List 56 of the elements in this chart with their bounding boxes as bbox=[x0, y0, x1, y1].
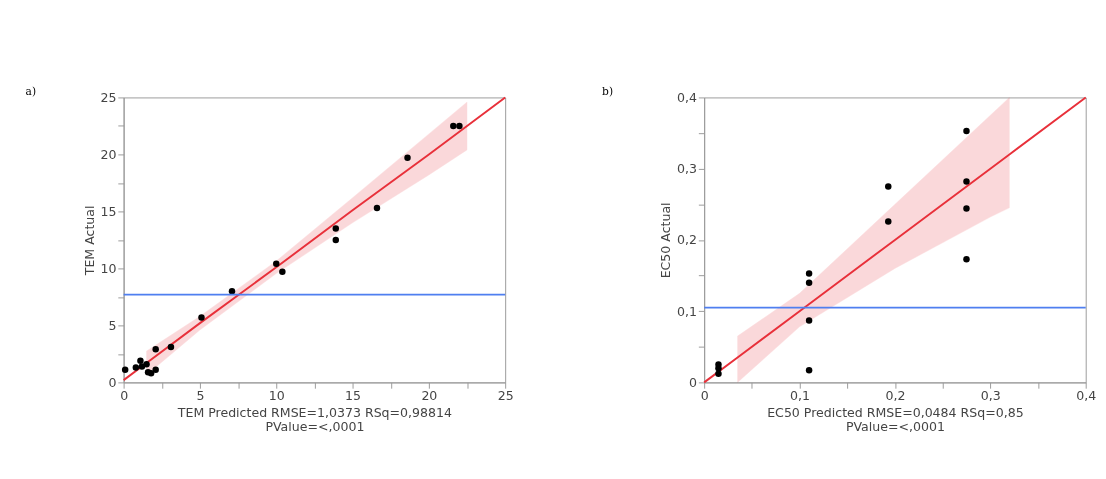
x-tick-label: 0,3 bbox=[980, 388, 1001, 404]
y-tick-label: 0 bbox=[688, 374, 697, 390]
point bbox=[143, 360, 150, 368]
point bbox=[132, 364, 140, 371]
x-tick-label: 20 bbox=[421, 388, 438, 404]
point bbox=[152, 366, 159, 374]
point bbox=[963, 127, 970, 135]
point bbox=[885, 218, 892, 225]
point bbox=[885, 183, 892, 190]
y-tick-label: 0 bbox=[108, 374, 117, 390]
point bbox=[805, 279, 813, 286]
y-axis-title: TEM Actual bbox=[81, 205, 97, 277]
point bbox=[273, 260, 280, 268]
x-tick-label: 0 bbox=[700, 388, 709, 404]
point bbox=[450, 122, 457, 130]
point bbox=[805, 367, 813, 374]
y-axis-title: EC50 Actual bbox=[658, 202, 674, 279]
y-tick-label: 0,3 bbox=[676, 161, 697, 177]
point bbox=[167, 343, 175, 351]
point bbox=[456, 122, 463, 130]
y-tick-label: 0,4 bbox=[676, 89, 697, 105]
x-axis-title: EC50 Predicted RMSE=0,0484 RSq=0,85 PValue=<,0001 bbox=[767, 404, 1024, 435]
y-tick-label: 0,1 bbox=[676, 303, 697, 319]
text: b) bbox=[602, 84, 614, 98]
point bbox=[137, 357, 144, 364]
point bbox=[152, 346, 159, 353]
y-tick-label: 25 bbox=[100, 89, 117, 105]
x-tick-label: 0,4 bbox=[1076, 388, 1097, 404]
point bbox=[805, 317, 813, 324]
point bbox=[963, 255, 970, 263]
text: a) bbox=[25, 84, 37, 98]
point bbox=[332, 236, 340, 244]
y-tick-label: 0,2 bbox=[676, 232, 697, 248]
point bbox=[805, 270, 813, 277]
point bbox=[373, 204, 381, 212]
point bbox=[332, 225, 340, 232]
point bbox=[963, 205, 970, 212]
x-tick-label: 0 bbox=[120, 388, 129, 404]
x-tick-label: 5 bbox=[196, 388, 205, 404]
x-tick-label: 10 bbox=[268, 388, 285, 404]
y-tick-label: 5 bbox=[108, 317, 117, 333]
point bbox=[121, 366, 129, 374]
y-tick-label: 10 bbox=[100, 260, 117, 276]
x-tick-label: 0,1 bbox=[790, 388, 811, 404]
x-axis-title: TEM Predicted RMSE=1,0373 RSq=0,98814 PValue=<,0001 bbox=[176, 404, 452, 435]
point bbox=[198, 314, 205, 321]
x-tick-label: 0,2 bbox=[885, 388, 906, 404]
point bbox=[279, 268, 286, 276]
x-tick-label: 15 bbox=[345, 388, 362, 404]
y-tick-label: 15 bbox=[100, 203, 117, 219]
point bbox=[228, 287, 236, 295]
y-tick-label: 20 bbox=[100, 146, 117, 162]
x-tick-label: 25 bbox=[497, 388, 514, 404]
point bbox=[963, 178, 970, 185]
point bbox=[715, 370, 722, 378]
point bbox=[404, 154, 411, 162]
